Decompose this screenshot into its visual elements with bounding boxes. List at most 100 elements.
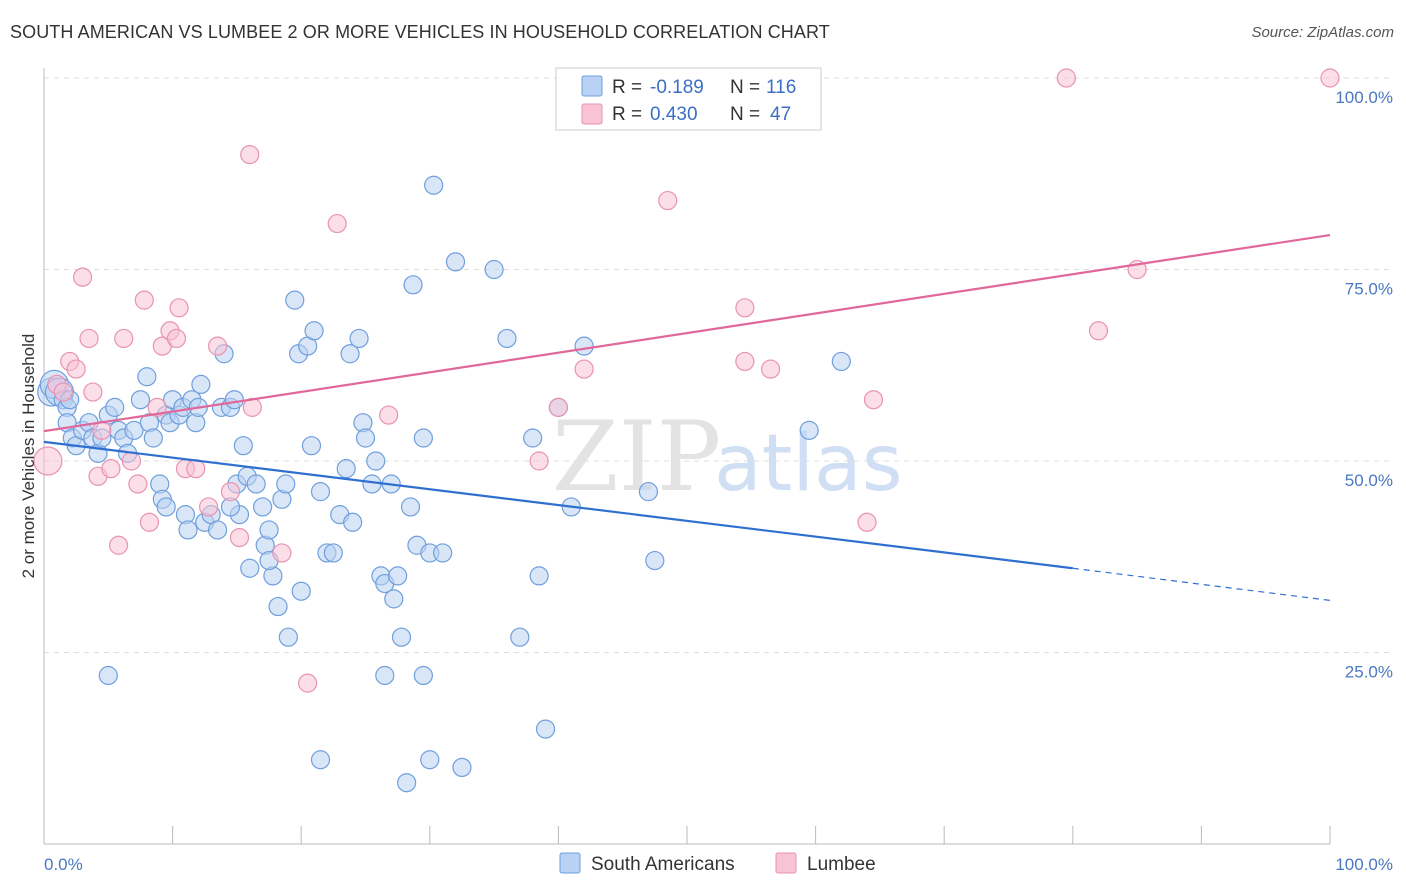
x-tick-label-max: 100.0% <box>1335 855 1393 874</box>
y-tick-label: 100.0% <box>1335 88 1393 107</box>
legend-r-value: 0.430 <box>650 104 698 125</box>
lumbee-point <box>1057 69 1075 87</box>
lumbee-point <box>1090 322 1108 340</box>
lumbee-point <box>221 483 239 501</box>
south-americans-point <box>537 720 555 738</box>
lumbee-point <box>530 452 548 470</box>
south-americans-point <box>434 544 452 562</box>
south-americans-trend-extension <box>1073 568 1330 600</box>
south-americans-point <box>425 176 443 194</box>
legend-n-label: N = <box>730 104 760 125</box>
legend-swatch-south-americans <box>582 76 602 96</box>
watermark-zip: ZIP <box>552 401 721 513</box>
lumbee-point <box>84 383 102 401</box>
lumbee-point <box>34 447 62 475</box>
lumbee-point <box>122 452 140 470</box>
south-americans-point <box>639 483 657 501</box>
south-americans-point <box>524 429 542 447</box>
south-americans-point <box>393 628 411 646</box>
legend-r-value: -0.189 <box>650 77 704 98</box>
legend-swatch-lumbee <box>776 853 796 873</box>
legend-label-south-americans: South Americans <box>591 854 735 875</box>
south-americans-point <box>337 460 355 478</box>
legend-swatch-south-americans <box>560 853 580 873</box>
lumbee-point <box>858 513 876 531</box>
south-americans-point <box>311 483 329 501</box>
south-americans-point <box>247 475 265 493</box>
lumbee-point <box>230 529 248 547</box>
south-americans-point <box>404 276 422 294</box>
lumbee-point <box>1321 69 1339 87</box>
lumbee-point <box>140 513 158 531</box>
south-americans-point <box>367 452 385 470</box>
south-americans-point <box>344 513 362 531</box>
south-americans-point <box>646 552 664 570</box>
south-americans-point <box>485 261 503 279</box>
y-tick-label: 25.0% <box>1345 663 1393 682</box>
south-americans-point <box>832 352 850 370</box>
lumbee-point <box>115 329 133 347</box>
south-americans-point <box>179 521 197 539</box>
legend-n-label: N = <box>730 77 760 98</box>
south-americans-point <box>254 498 272 516</box>
south-americans-point <box>402 498 420 516</box>
lumbee-point <box>167 329 185 347</box>
south-americans-point <box>530 567 548 585</box>
south-americans-point <box>385 590 403 608</box>
south-americans-point <box>269 598 287 616</box>
legend-n-value: 47 <box>770 104 791 125</box>
stats-legend: R = -0.189 N = 116 R = 0.430 N = 47 <box>556 68 821 130</box>
south-americans-point <box>260 521 278 539</box>
south-americans-point <box>414 666 432 684</box>
x-tick-label-min: 0.0% <box>44 855 83 874</box>
series-legend: South Americans Lumbee <box>560 853 876 875</box>
south-americans-point <box>241 559 259 577</box>
lumbee-point <box>54 383 72 401</box>
south-americans-point <box>350 329 368 347</box>
lumbee-point <box>200 498 218 516</box>
south-americans-point <box>800 421 818 439</box>
scatter-chart: ZIP atlas 100.0%75.0%50.0%25.0% 2 or mor… <box>0 0 1406 892</box>
south-americans-point <box>138 368 156 386</box>
y-tick-label: 50.0% <box>1345 471 1393 490</box>
lumbee-point <box>110 536 128 554</box>
south-americans-point <box>447 253 465 271</box>
south-americans-point <box>357 429 375 447</box>
south-americans-point <box>511 628 529 646</box>
south-americans-point <box>498 329 516 347</box>
south-americans-point <box>192 375 210 393</box>
lumbee-point <box>328 215 346 233</box>
south-americans-point <box>234 437 252 455</box>
south-americans-point <box>414 429 432 447</box>
south-americans-point <box>157 498 175 516</box>
south-americans-point <box>311 751 329 769</box>
lumbee-point <box>209 337 227 355</box>
lumbee-point <box>659 192 677 210</box>
south-americans-point <box>302 437 320 455</box>
lumbee-point <box>129 475 147 493</box>
lumbee-point <box>241 146 259 164</box>
south-americans-point <box>277 475 295 493</box>
lumbee-point <box>80 329 98 347</box>
watermark: ZIP atlas <box>552 401 903 513</box>
south-americans-point <box>279 628 297 646</box>
legend-n-value: 116 <box>766 77 796 98</box>
lumbee-point <box>67 360 85 378</box>
south-americans-point <box>305 322 323 340</box>
lumbee-point <box>864 391 882 409</box>
south-americans-point <box>225 391 243 409</box>
south-americans-point <box>453 758 471 776</box>
lumbee-point <box>102 460 120 478</box>
lumbee-point <box>380 406 398 424</box>
legend-r-label: R = <box>612 77 642 98</box>
lumbee-point <box>736 352 754 370</box>
south-americans-point <box>209 521 227 539</box>
legend-swatch-lumbee <box>582 104 602 124</box>
lumbee-point <box>74 268 92 286</box>
south-americans-point <box>144 429 162 447</box>
south-americans-point <box>421 751 439 769</box>
south-americans-point <box>575 337 593 355</box>
lumbee-point <box>273 544 291 562</box>
legend-label-lumbee: Lumbee <box>807 854 876 875</box>
y-tick-label: 75.0% <box>1345 280 1393 299</box>
